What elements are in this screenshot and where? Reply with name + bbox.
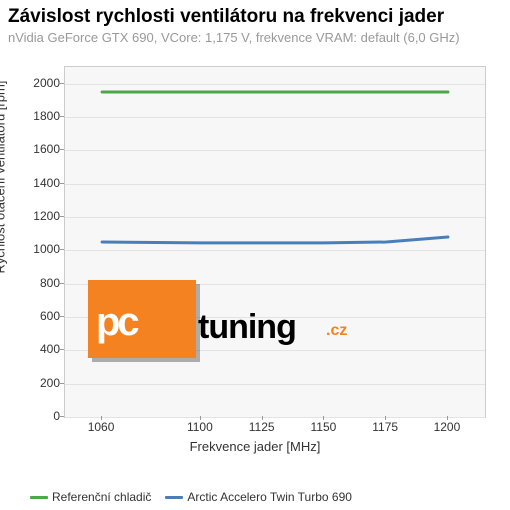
- x-tick: 1100: [187, 420, 213, 434]
- logo-cz-text: .cz: [326, 322, 347, 340]
- x-tick: 1200: [434, 420, 461, 434]
- x-tick: 1150: [311, 420, 337, 434]
- y-tick: 1400: [20, 176, 60, 190]
- y-tick: 600: [20, 309, 60, 323]
- x-tick: 1125: [249, 420, 275, 434]
- y-tick: 1800: [20, 109, 60, 123]
- chart-subtitle: nVidia GeForce GTX 690, VCore: 1,175 V, …: [0, 28, 510, 45]
- y-tick: 1000: [20, 242, 60, 256]
- legend-item: Referenční chladič: [30, 490, 151, 504]
- logo-pc-text: pc: [96, 300, 137, 345]
- legend-label: Arctic Accelero Twin Turbo 690: [187, 490, 352, 504]
- y-tick: 200: [20, 376, 60, 390]
- legend-swatch: [30, 496, 48, 499]
- x-tick: 1060: [88, 420, 115, 434]
- legend-swatch: [165, 496, 183, 499]
- y-tick: 1200: [20, 209, 60, 223]
- x-axis-label: Frekvence jader [MHz]: [0, 439, 510, 454]
- y-tick: 800: [20, 276, 60, 290]
- y-tick: 2000: [20, 76, 60, 90]
- legend-item: Arctic Accelero Twin Turbo 690: [165, 490, 352, 504]
- chart-area: Rychlost otáčení ventilátoru [rpm] 0 200 4…: [0, 56, 510, 456]
- logo-tuning-text: tuning: [198, 308, 296, 347]
- x-tick: 1175: [372, 420, 398, 434]
- pctuning-logo: pc tuning .cz: [88, 280, 368, 360]
- y-tick: 0: [20, 409, 60, 423]
- chart-title: Závislost rychlosti ventilátoru na frekv…: [0, 0, 510, 28]
- y-tick: 400: [20, 342, 60, 356]
- legend-label: Referenční chladič: [52, 490, 151, 504]
- plot-region: [64, 66, 486, 418]
- logo-block: pc: [88, 280, 196, 358]
- y-axis-label: Rychlost otáčení ventilátoru [rpm]: [0, 254, 8, 274]
- series-line: [102, 237, 448, 243]
- y-tick: 1600: [20, 142, 60, 156]
- legend: Referenční chladič Arctic Accelero Twin T…: [30, 490, 366, 504]
